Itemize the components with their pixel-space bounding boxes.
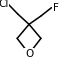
Text: Cl: Cl [0,0,9,9]
Text: O: O [25,49,33,59]
Text: F: F [53,3,59,13]
